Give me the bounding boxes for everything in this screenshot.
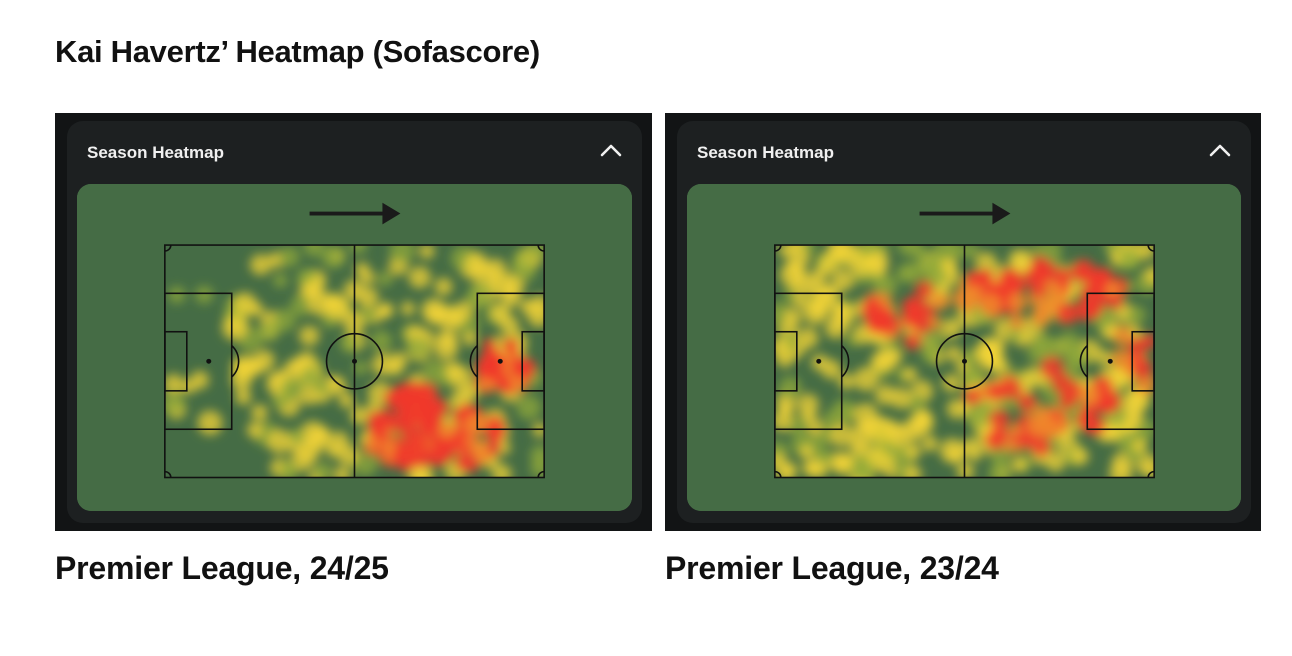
- pitch-svg: [77, 184, 632, 511]
- chevron-up-icon: [600, 144, 622, 157]
- heatmap-panel-2425: Season Heatmap: [55, 113, 652, 531]
- pitch-svg: [687, 184, 1241, 511]
- pitch-spots: [206, 358, 503, 364]
- pitch-spots: [816, 358, 1113, 364]
- arrow-right-icon: [309, 202, 401, 225]
- chevron-up-icon: [1209, 144, 1231, 157]
- page-title: Kai Havertz’ Heatmap (Sofascore): [55, 34, 540, 69]
- caption-season-2425: Premier League, 24/25: [55, 550, 389, 586]
- heatmap-panel-2324: Season Heatmap: [665, 113, 1261, 531]
- heatmap-pitch: [687, 184, 1241, 511]
- caption-season-2324: Premier League, 23/24: [665, 550, 999, 586]
- heatmap-card: Season Heatmap: [677, 121, 1251, 523]
- heat-layer: [774, 245, 1155, 478]
- arrow-right-icon: [919, 202, 1011, 225]
- heatmap-card: Season Heatmap: [67, 121, 642, 523]
- heat-layer: [164, 245, 545, 478]
- card-header-title: Season Heatmap: [87, 143, 224, 162]
- pitch-lines: [774, 244, 1155, 479]
- collapse-button[interactable]: [1205, 135, 1235, 165]
- collapse-button[interactable]: [596, 135, 626, 165]
- heatmap-pitch: [77, 184, 632, 511]
- card-header-title: Season Heatmap: [697, 143, 834, 162]
